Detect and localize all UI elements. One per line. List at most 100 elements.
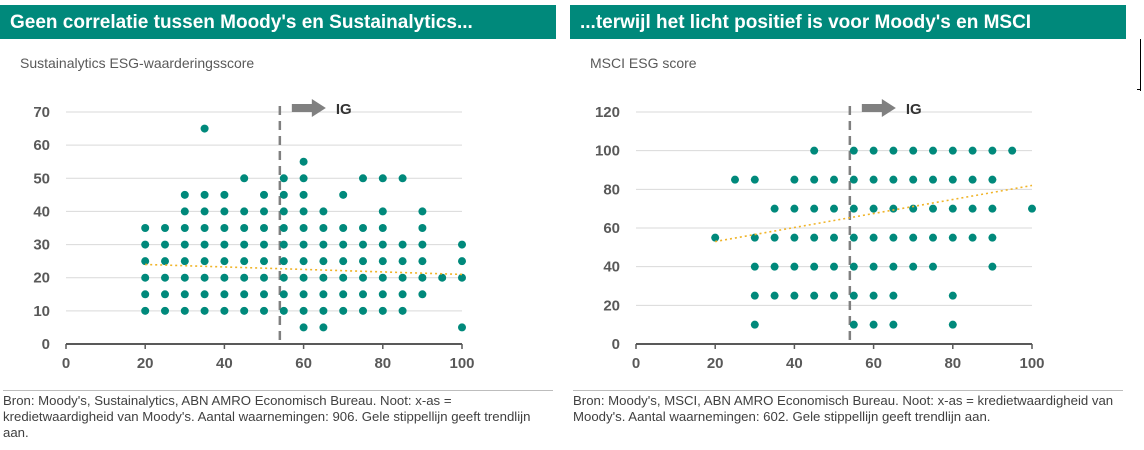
data-point xyxy=(339,306,348,315)
data-point xyxy=(869,320,878,329)
trendline xyxy=(715,184,1033,243)
data-point xyxy=(378,240,387,249)
y-tick-label: 60 xyxy=(33,137,50,154)
y-tick-label: 60 xyxy=(603,220,620,237)
data-point xyxy=(849,291,858,300)
data-point xyxy=(279,257,288,266)
data-point xyxy=(359,174,367,183)
y-tick-label: 40 xyxy=(603,259,620,276)
data-point xyxy=(770,291,779,300)
data-point xyxy=(398,273,407,282)
data-point xyxy=(869,204,878,213)
data-point xyxy=(260,190,268,199)
data-point xyxy=(830,262,838,271)
y-tick-label: 0 xyxy=(42,336,50,353)
data-point xyxy=(200,190,209,199)
data-point xyxy=(260,306,268,315)
data-point xyxy=(438,273,447,282)
data-point xyxy=(141,257,150,266)
data-point xyxy=(378,273,387,282)
x-tick-label: 0 xyxy=(62,355,70,372)
data-point xyxy=(790,233,799,242)
y-tick-label: 30 xyxy=(33,237,50,254)
data-point xyxy=(458,257,466,266)
data-point xyxy=(378,224,387,232)
data-point xyxy=(141,306,150,315)
data-point xyxy=(200,124,209,133)
y-tick-label: 20 xyxy=(33,270,50,287)
page-edge-tick xyxy=(1137,89,1141,90)
data-point xyxy=(889,175,898,184)
data-point xyxy=(869,175,878,184)
data-point xyxy=(750,233,759,242)
scatter-chart-sustainalytics: 0 10 20 30 40 50 60 70 0 20 40 60 80 100 IG xyxy=(33,99,475,372)
data-point xyxy=(299,157,308,166)
data-point xyxy=(180,190,189,199)
data-point xyxy=(929,233,937,242)
data-point xyxy=(458,323,466,332)
data-point xyxy=(750,320,759,329)
ig-label: IG xyxy=(336,101,352,118)
data-point xyxy=(849,233,858,242)
data-point xyxy=(279,174,288,183)
data-point xyxy=(180,240,189,249)
data-point xyxy=(339,257,348,266)
data-point xyxy=(141,290,150,299)
data-point xyxy=(240,207,249,216)
x-tick-label: 20 xyxy=(707,355,724,372)
ig-arrow-icon xyxy=(861,99,896,117)
data-point xyxy=(731,175,739,184)
chart-title: ...terwijl het licht positief is voor Mo… xyxy=(570,5,1126,39)
data-point xyxy=(339,224,348,232)
data-point xyxy=(339,290,348,299)
x-tick-label: 80 xyxy=(374,355,391,372)
data-point xyxy=(398,257,407,266)
data-point xyxy=(299,323,308,332)
data-point xyxy=(240,273,249,282)
data-point xyxy=(319,306,328,315)
data-point xyxy=(180,290,189,299)
data-point xyxy=(909,262,918,271)
data-point xyxy=(418,240,427,249)
data-point xyxy=(220,224,229,232)
data-point xyxy=(1028,204,1036,213)
data-point xyxy=(869,233,878,242)
data-point xyxy=(260,224,268,232)
data-point xyxy=(770,204,779,213)
data-point xyxy=(790,204,799,213)
data-point xyxy=(830,175,838,184)
data-point xyxy=(948,204,957,213)
data-point xyxy=(180,306,189,315)
data-point xyxy=(909,175,918,184)
x-tick-label: 20 xyxy=(137,355,154,372)
x-tick-label: 80 xyxy=(944,355,961,372)
data-point xyxy=(889,233,898,242)
data-point xyxy=(220,290,229,299)
data-point xyxy=(988,233,997,242)
data-point xyxy=(398,240,407,249)
data-point xyxy=(889,262,898,271)
data-point xyxy=(750,175,759,184)
x-tick-label: 60 xyxy=(865,355,882,372)
data-point xyxy=(988,175,997,184)
data-point xyxy=(339,240,348,249)
data-point xyxy=(260,273,268,282)
data-point xyxy=(889,291,898,300)
data-point xyxy=(810,233,819,242)
data-point xyxy=(240,224,249,232)
data-point xyxy=(359,257,367,266)
x-tick-label: 40 xyxy=(216,355,233,372)
data-point xyxy=(200,273,209,282)
data-point xyxy=(378,306,387,315)
data-point xyxy=(1008,146,1017,155)
data-point xyxy=(948,175,957,184)
data-point xyxy=(161,224,169,232)
chart-title: Geen correlatie tussen Moody's en Sustai… xyxy=(0,5,556,39)
chart-panel-msci: ...terwijl het licht positief is voor Mo… xyxy=(570,0,1126,450)
data-point xyxy=(869,262,878,271)
data-point xyxy=(299,240,308,249)
data-point xyxy=(418,273,427,282)
data-point xyxy=(790,262,799,271)
data-point xyxy=(889,146,898,155)
data-point xyxy=(299,207,308,216)
